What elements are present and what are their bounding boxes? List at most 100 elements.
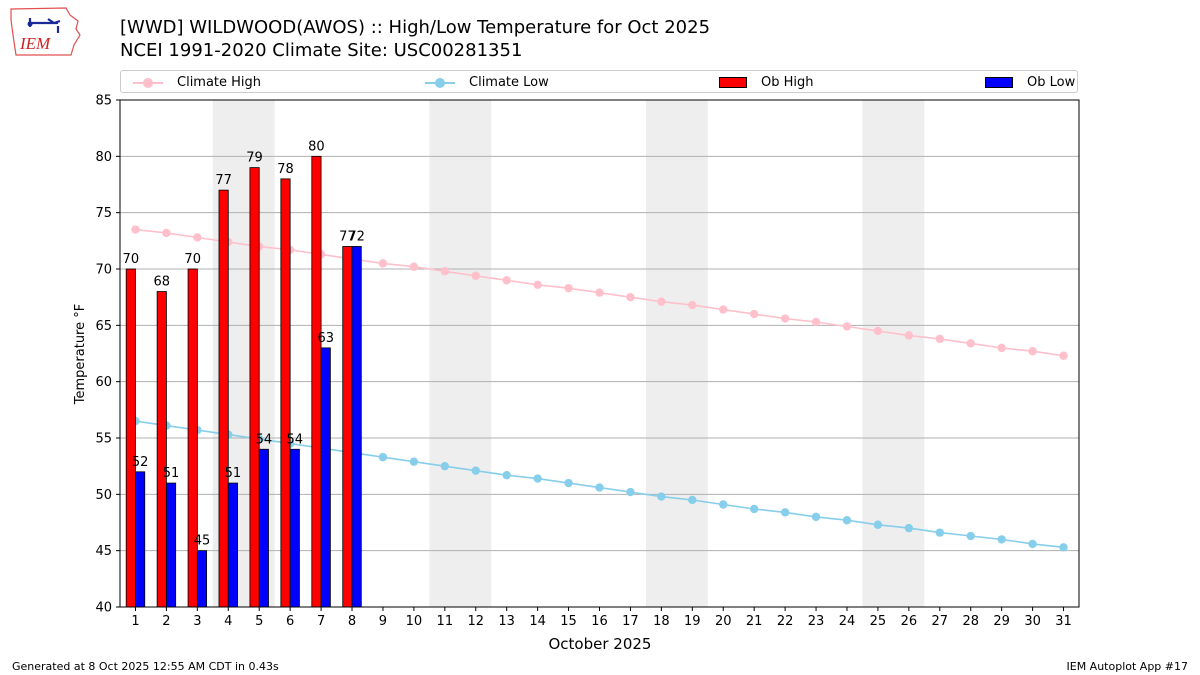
legend-label: Climate High: [177, 75, 262, 90]
climate-high-point: [255, 242, 264, 251]
ob-low-label: 51: [225, 466, 242, 481]
climate-high-point: [378, 259, 388, 268]
climate-low-point: [502, 470, 511, 480]
ob-low-label: 45: [194, 534, 211, 549]
climate-low-point: [626, 487, 635, 497]
x-tick-label: 23: [808, 614, 825, 629]
bar-labels: 70 68 70 77 79 78 80 77 52 51 45 51 54 54 63 72: [123, 139, 365, 548]
ob-high-bar: [125, 268, 136, 608]
climate-high-point: [347, 254, 357, 264]
logo-text: IEM: [19, 34, 51, 53]
climate-low-point: [873, 520, 883, 529]
app-credit: IEM Autoplot App #17: [1066, 660, 1189, 673]
legend-item-ob-high: Ob High: [719, 74, 814, 91]
climate-low-point: [193, 425, 202, 435]
x-tick-label: 8: [348, 614, 356, 629]
climate-low-line: [135, 420, 1064, 549]
climate-high-point: [502, 276, 511, 285]
x-tick-label: 4: [224, 614, 232, 629]
climate-high-point: [224, 237, 233, 247]
climate-low-point: [564, 478, 573, 488]
climate-high-point: [131, 225, 140, 234]
climate-high-point: [626, 292, 635, 302]
climate-low-point: [688, 495, 697, 505]
x-tick-label: 30: [1024, 614, 1041, 629]
weather-dot-icon: [27, 21, 33, 27]
ob-low-label: 54: [256, 432, 273, 447]
climate-high-point: [285, 245, 295, 255]
climate-high-point: [471, 271, 480, 280]
ob-low-swatch: [985, 77, 1013, 88]
climate-high-point: [842, 322, 852, 331]
ob-low-label: 72: [348, 229, 365, 244]
climate-high-point: [1059, 351, 1068, 360]
weekend-band: [645, 100, 708, 607]
climate-high-point: [780, 314, 790, 323]
y-tick-label: 60: [95, 375, 112, 390]
y-axis-label: Temperature °F: [73, 304, 88, 405]
chart-title: [WWD] WILDWOOD(AWOS) :: High/Low Tempera…: [120, 17, 711, 38]
ob-high-bar: [218, 189, 229, 608]
ob-high-bar: [249, 167, 260, 608]
ob-low-label: 63: [317, 331, 334, 346]
ob-low-bar: [166, 482, 177, 608]
climate-low-point: [378, 452, 388, 462]
climate-high-point: [935, 334, 944, 344]
x-tick-label: 20: [715, 614, 732, 629]
legend-label: Ob Low: [1027, 75, 1076, 90]
x-tick-label: 22: [777, 614, 794, 629]
climate-low-point: [780, 508, 790, 517]
x-tick-label: 2: [162, 614, 170, 629]
climate-low-point: [811, 512, 821, 522]
y-tick-label: 65: [95, 319, 112, 334]
climate-low-point: [657, 492, 666, 501]
x-tick-label: 13: [498, 614, 515, 629]
climate-low-point: [285, 439, 295, 448]
x-tick-label: 31: [1055, 614, 1072, 629]
y-tick-label: 45: [95, 544, 112, 559]
x-tick-label: 26: [901, 614, 918, 629]
ob-high-bar: [280, 178, 291, 608]
climate-low-point: [224, 430, 233, 439]
ob-high-bar: [156, 291, 167, 608]
x-tick-label: 21: [746, 614, 763, 629]
weekend-bands: [212, 100, 925, 607]
y-tick-label: 75: [95, 206, 112, 221]
climate-low-point: [316, 443, 326, 453]
iem-logo: IEM: [10, 7, 81, 56]
ob-low-bar: [289, 448, 300, 608]
ob-high-label: 68: [153, 275, 170, 290]
x-tick-label: 3: [193, 614, 201, 629]
climate-high-point: [688, 300, 697, 310]
x-tick-label: 29: [993, 614, 1010, 629]
x-tick-label: 12: [467, 614, 484, 629]
ob-low-bar: [227, 482, 238, 608]
ob-low-label: 52: [132, 455, 149, 470]
legend-item-climate-low: Climate Low: [425, 74, 549, 91]
ob-low-bar: [320, 347, 331, 608]
iowa-outline-icon: [10, 7, 81, 56]
climate-high-point: [564, 283, 573, 293]
climate-high-line-swatch: [133, 77, 163, 89]
climate-low-point: [1028, 539, 1037, 549]
x-tick-label: 5: [255, 614, 263, 629]
climate-high-point: [162, 228, 171, 238]
climate-high-point: [409, 262, 419, 271]
climate-high-point: [719, 305, 728, 314]
y-tick-label: 40: [95, 601, 112, 616]
climate-low-point: [904, 523, 914, 533]
ob-high-label: 79: [246, 151, 263, 166]
x-tick-label: 6: [286, 614, 294, 629]
climate-high-point: [316, 250, 326, 259]
ob-low-bar: [258, 448, 269, 608]
x-tick-label: 9: [379, 614, 387, 629]
plot-frame: [119, 99, 1080, 608]
x-tick-label: 16: [591, 614, 608, 629]
y-tick-label: 55: [95, 432, 112, 447]
weekend-band: [862, 100, 925, 607]
chart-subtitle: NCEI 1991-2020 Climate Site: USC00281351: [120, 40, 523, 61]
x-tick-label: 14: [529, 614, 546, 629]
climate-low-point: [471, 466, 480, 475]
